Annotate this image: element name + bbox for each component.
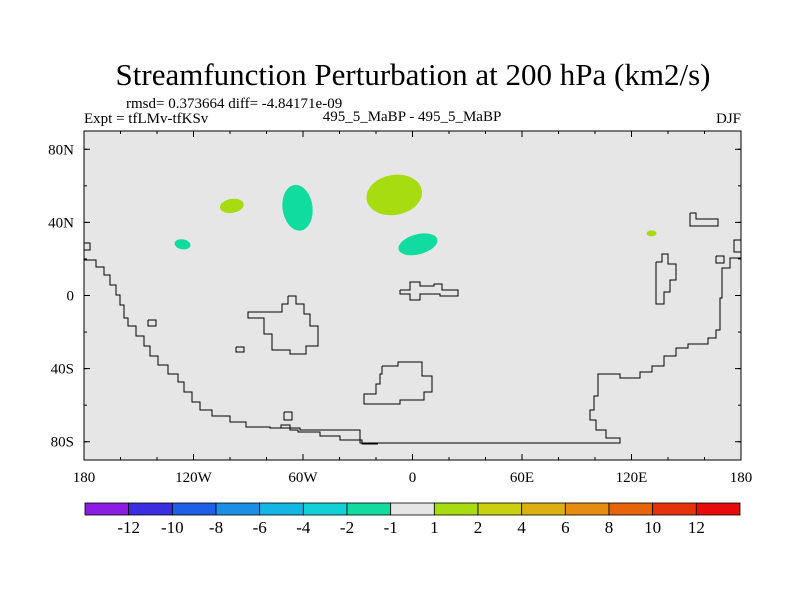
- x-tick-label: 60E: [510, 470, 534, 486]
- map-panel: 180 120W 60W 0 60E 120E 180 80N 40N 0 40S 80S: [48, 130, 752, 486]
- anomaly-blob: [174, 239, 191, 250]
- anomaly-blob: [646, 230, 657, 237]
- anomaly-blob: [219, 198, 244, 214]
- colorbar-label: -8: [209, 518, 223, 537]
- colorbar-label: -1: [384, 518, 398, 537]
- coastline-west-islands: [235, 346, 245, 353]
- colorbar-swatch: [652, 502, 697, 516]
- colorbar-label: -12: [117, 518, 140, 537]
- colorbar-swatch: [477, 502, 523, 516]
- colorbar-label: -4: [296, 518, 311, 537]
- center-label: 495_5_MaBP - 495_5_MaBP: [323, 109, 502, 125]
- colorbar-swatch: [84, 502, 130, 516]
- colorbar-swatch: [128, 502, 173, 516]
- anomaly-layer: [174, 174, 657, 256]
- colorbar-swatch: [521, 502, 566, 516]
- coastlines: [83, 212, 741, 445]
- coastline-central-america: [147, 319, 157, 327]
- anomaly-blob: [398, 233, 438, 256]
- x-tick-label: 180: [73, 470, 96, 486]
- colorbar-swatch: [346, 502, 392, 516]
- y-tick-label: 80S: [51, 435, 74, 451]
- colorbar-label: -2: [340, 518, 354, 537]
- x-tick-label: 60W: [288, 470, 318, 486]
- coastline-south-america: [247, 295, 319, 355]
- y-tick-label: 0: [67, 289, 75, 305]
- colorbar-swatch: [608, 502, 654, 516]
- colorbar-label: -10: [161, 518, 184, 537]
- colorbar-label: 8: [605, 518, 614, 537]
- stats-line: rmsd= 0.373664 diff= -4.84171e-09: [126, 96, 342, 112]
- colorbar-swatch: [302, 502, 348, 516]
- colorbar-swatch: [215, 502, 261, 516]
- chart-title: Streamfunction Perturbation at 200 hPa (…: [116, 57, 711, 92]
- coastline-antarctic-islands: [283, 411, 293, 421]
- colorbar-swatch: [564, 502, 610, 516]
- colorbar-swatch: [695, 502, 741, 516]
- coastline-maritime: [655, 253, 677, 305]
- colorbar: -12 -10 -8 -6 -4 -2 -1 1 2 4 6 8 10 12: [84, 502, 741, 537]
- right-label: DJF: [716, 111, 741, 127]
- colorbar-label: 1: [430, 518, 439, 537]
- anomaly-blob: [366, 174, 423, 216]
- colorbar-swatch: [259, 502, 304, 516]
- x-tick-label: 0: [409, 470, 417, 486]
- coastline-islands: [715, 255, 725, 264]
- colorbar-label: 6: [561, 518, 570, 537]
- colorbar-swatch: [433, 502, 479, 516]
- axes: 180 120W 60W 0 60E 120E 180 80N 40N 0 40S 80S: [48, 131, 752, 486]
- coastline-africa-south: [363, 361, 433, 405]
- x-tick-label: 120W: [175, 470, 213, 486]
- y-tick-label: 40N: [48, 215, 74, 231]
- y-tick-label: 40S: [51, 362, 74, 378]
- coastline-antarctica: [270, 257, 741, 444]
- left-label: Expt = tfLMv-tfKSv: [84, 111, 209, 127]
- colorbar-swatch: [171, 502, 217, 516]
- colorbar-label: 10: [644, 518, 661, 537]
- colorbar-label: 4: [517, 518, 526, 537]
- coastline-africa-north: [399, 281, 459, 301]
- y-tick-label: 80N: [48, 142, 74, 158]
- coastline-japan: [689, 212, 719, 227]
- coastline-east-asia: [733, 239, 741, 253]
- x-tick-label: 120E: [616, 470, 648, 486]
- x-tick-label: 180: [730, 470, 753, 486]
- anomaly-blob: [282, 184, 313, 231]
- colorbar-label: 12: [688, 518, 705, 537]
- colorbar-label: 2: [474, 518, 483, 537]
- colorbar-label: -6: [253, 518, 267, 537]
- colorbar-swatch: [390, 502, 435, 516]
